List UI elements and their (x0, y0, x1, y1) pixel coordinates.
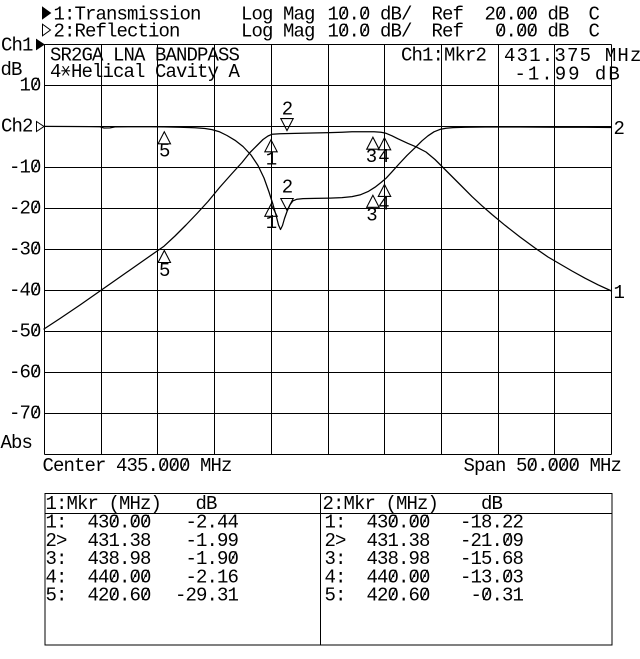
svg-text:3:: 3: (325, 548, 346, 570)
svg-text:4:: 4: (46, 566, 67, 588)
svg-text:5: 5 (159, 141, 170, 163)
svg-text:10.0 dB/: 10.0 dB/ (328, 21, 413, 43)
svg-text:420.60: 420.60 (367, 585, 431, 607)
svg-text:dB: dB (196, 493, 218, 515)
svg-text:440.00: 440.00 (88, 566, 152, 588)
svg-text:Span 50.000 MHz: Span 50.000 MHz (464, 455, 622, 477)
svg-text:10.0 dB/: 10.0 dB/ (328, 4, 413, 26)
svg-text:-1.99 dB: -1.99 dB (515, 64, 622, 86)
svg-text:440.00: 440.00 (367, 566, 431, 588)
svg-text:Log Mag: Log Mag (241, 21, 315, 43)
svg-text:-30: -30 (9, 239, 41, 261)
svg-text:20.00 dB: 20.00 dB (485, 4, 570, 26)
svg-text:-21.09: -21.09 (460, 530, 524, 552)
svg-text:4:: 4: (325, 566, 346, 588)
svg-text:Ref: Ref (432, 21, 464, 43)
svg-text:430.00: 430.00 (367, 512, 431, 534)
svg-text:dB: dB (1, 59, 23, 81)
svg-text:Ch1: Ch1 (1, 35, 33, 57)
svg-text:1:Transmission: 1:Transmission (54, 4, 201, 26)
svg-text:C: C (589, 21, 600, 43)
svg-text:5: 5 (159, 260, 170, 282)
svg-text:Log Mag: Log Mag (241, 4, 315, 26)
svg-text:-40: -40 (9, 280, 41, 302)
svg-text:4: 4 (378, 146, 389, 168)
svg-text:2:Reflection: 2:Reflection (54, 21, 180, 43)
svg-text:2: 2 (614, 118, 625, 140)
svg-text:430.00: 430.00 (88, 512, 152, 534)
svg-text:3: 3 (366, 146, 377, 168)
svg-text:Mkr2: Mkr2 (444, 45, 487, 67)
svg-text:1:Mkr (MHz): 1:Mkr (MHz) (46, 493, 162, 515)
svg-text:5:: 5: (46, 585, 67, 607)
svg-text:-50: -50 (9, 321, 41, 343)
svg-text:2: 2 (282, 177, 293, 199)
svg-text:0.00 dB: 0.00 dB (495, 21, 569, 43)
svg-text:1: 1 (266, 212, 277, 234)
svg-text:C: C (589, 4, 600, 26)
svg-text:3: 3 (366, 205, 377, 227)
svg-text:-60: -60 (9, 362, 41, 384)
svg-text:-15.68: -15.68 (460, 548, 524, 570)
svg-text:Abs: Abs (1, 432, 33, 454)
svg-text:1: 1 (614, 282, 625, 304)
svg-text:-13.03: -13.03 (460, 566, 524, 588)
svg-text:SR2GA LNA BANDPASS: SR2GA LNA BANDPASS (50, 45, 240, 67)
svg-text:Ch1:: Ch1: (401, 45, 443, 67)
svg-text:10: 10 (20, 75, 42, 97)
svg-text:5:: 5: (325, 585, 346, 607)
svg-text:-2.16: -2.16 (186, 566, 239, 588)
svg-text:431.375 MHz: 431.375 MHz (504, 45, 640, 67)
svg-text:-2.44: -2.44 (186, 512, 239, 534)
svg-text:-10: -10 (9, 157, 41, 179)
svg-text:3:: 3: (46, 548, 67, 570)
svg-text:dB: dB (481, 493, 503, 515)
svg-text:-18.22: -18.22 (460, 512, 524, 534)
svg-text:1:: 1: (46, 512, 67, 534)
svg-text:438.98: 438.98 (367, 548, 431, 570)
svg-text:Ch2: Ch2 (1, 116, 33, 138)
svg-text:4 Helical Cavity A: 4 Helical Cavity A (50, 61, 241, 83)
svg-text:1:: 1: (325, 512, 346, 534)
svg-text:431.38: 431.38 (88, 530, 152, 552)
svg-text:1: 1 (266, 149, 277, 171)
svg-text:4: 4 (378, 194, 389, 216)
svg-text:438.98: 438.98 (88, 548, 152, 570)
svg-text:-1.90: -1.90 (186, 548, 239, 570)
svg-text:420.60: 420.60 (88, 585, 152, 607)
svg-text:-29.31: -29.31 (175, 585, 239, 607)
svg-text:431.38: 431.38 (367, 530, 431, 552)
svg-text:-1.99: -1.99 (186, 530, 239, 552)
svg-text:2>: 2> (46, 530, 68, 552)
svg-text:Ref: Ref (432, 4, 464, 26)
svg-text:2>: 2> (325, 530, 347, 552)
svg-text:2:Mkr (MHz): 2:Mkr (MHz) (323, 493, 439, 515)
svg-text:Center 435.000 MHz: Center 435.000 MHz (43, 455, 232, 477)
svg-text:2: 2 (282, 99, 293, 121)
svg-text:-70: -70 (9, 403, 41, 425)
svg-text:-0.31: -0.31 (471, 585, 524, 607)
svg-text:-20: -20 (9, 198, 41, 220)
